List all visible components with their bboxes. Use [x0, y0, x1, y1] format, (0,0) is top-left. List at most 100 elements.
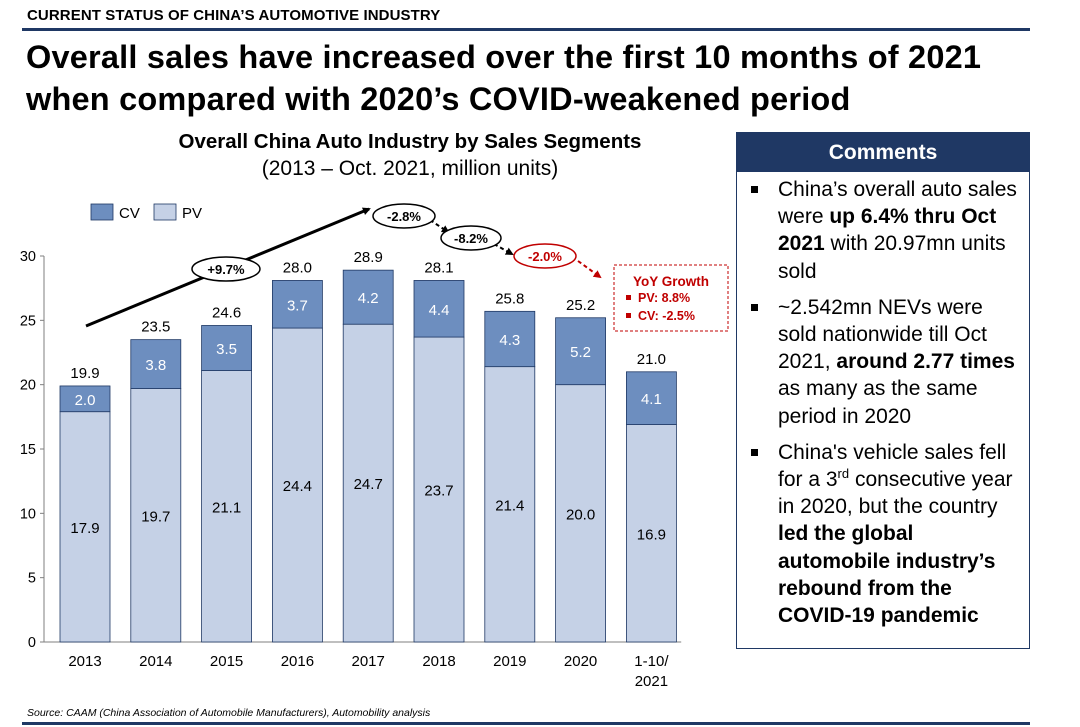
- yoy-bullet: [626, 313, 631, 318]
- yoy-pv-growth: PV: 8.8%: [638, 291, 690, 305]
- comment-emphasis: up 6.4% thru Oct 2021: [778, 205, 997, 256]
- comment-text: consecutive year in 2020, but the countr…: [778, 468, 1013, 519]
- pv-value-label: 17.9: [70, 520, 99, 537]
- yoy-cv-growth: CV: -2.5%: [638, 309, 695, 323]
- total-value-label: 24.6: [212, 304, 241, 321]
- pv-value-label: 20.0: [566, 506, 595, 523]
- chart-subtitle: (2013 – Oct. 2021, million units): [261, 157, 559, 180]
- y-tick-label: 0: [28, 635, 36, 651]
- pv-value-label: 24.4: [283, 478, 312, 495]
- comment-text: with 20.97mn units sold: [778, 232, 1006, 283]
- x-tick-label: 2015: [210, 653, 243, 670]
- pv-bar: [201, 370, 253, 643]
- page-headline: Overall sales have increased over the fi…: [26, 36, 1036, 120]
- cv-bar: [555, 317, 606, 386]
- legend-swatch-pv: [153, 203, 177, 221]
- yoy-bullet: [626, 295, 631, 300]
- cv-bar: [413, 280, 465, 338]
- cv-value-label: 3.5: [216, 341, 237, 358]
- cv-bar: [342, 269, 394, 325]
- comment-item: China's vehicle sales fell for a 3rd con…: [737, 439, 1029, 629]
- comments-list: China’s overall auto sales were up 6.4% …: [737, 172, 1029, 629]
- total-value-label: 25.2: [566, 297, 595, 314]
- x-tick-label: 2018: [422, 653, 455, 670]
- total-value-label: 28.0: [283, 259, 312, 276]
- x-tick-label: 2013: [68, 653, 101, 670]
- comment-text: China's vehicle sales fell for a 3: [778, 440, 1007, 492]
- headline-line-1: Overall sales have increased over the fi…: [26, 39, 982, 75]
- growth-label: -2.8%: [387, 209, 421, 224]
- pv-value-label: 19.7: [141, 508, 170, 525]
- source-note: Source: CAAM (China Association of Autom…: [27, 707, 431, 719]
- legend-label-cv: CV: [119, 205, 140, 222]
- pv-value-label: 21.1: [212, 499, 241, 516]
- top-divider: [22, 28, 1030, 31]
- x-tick-label: 2017: [352, 653, 385, 670]
- growth-ellipse: [513, 243, 577, 269]
- pv-bar: [130, 388, 182, 643]
- x-tick-label: 2021: [635, 673, 668, 690]
- sales-segments-chart: 0 5 10 15 20 25 30 17.9 2.0 19.9 2013 19.7 3.8 23.5 20…: [20, 203, 729, 690]
- growth-ellipse: [191, 256, 261, 282]
- x-tick-label: 1-10/: [634, 653, 669, 670]
- comment-text: ~2.542mn NEVs were sold nationwide till …: [778, 295, 987, 374]
- growth-label: +9.7%: [207, 262, 245, 277]
- pv-bar: [555, 384, 606, 643]
- pv-value-label: 16.9: [637, 526, 666, 543]
- cv-value-label: 5.2: [570, 344, 591, 361]
- headline-line-2: when compared with 2020’s COVID-weakened…: [26, 81, 851, 117]
- decline-arrow-2019: [493, 243, 514, 255]
- cv-bar: [484, 310, 536, 368]
- pv-value-label: 24.7: [354, 476, 383, 493]
- comments-panel: Comments China’s overall auto sales were…: [736, 132, 1030, 649]
- cv-value-label: 3.8: [145, 357, 166, 374]
- cv-value-label: 2.0: [75, 392, 96, 409]
- total-value-label: 19.9: [70, 365, 99, 382]
- cv-bar: [59, 385, 111, 413]
- pv-bar: [59, 411, 111, 643]
- pv-bar: [342, 323, 394, 643]
- decline-arrow-2018: [429, 219, 450, 234]
- comment-emphasis: led the global automobile industry’s reb…: [778, 522, 996, 628]
- decline-arrow-2021: [577, 260, 602, 279]
- y-tick-label: 25: [20, 313, 36, 329]
- cv-value-label: 4.2: [358, 290, 379, 307]
- growth-ellipse: [372, 203, 436, 229]
- cv-value-label: 4.3: [499, 332, 520, 349]
- growth-ellipse: [440, 225, 502, 251]
- pv-bar: [626, 424, 677, 643]
- bottom-divider: [22, 722, 1030, 725]
- x-tick-label: 2016: [281, 653, 314, 670]
- comment-text: as many as the same period in 2020: [778, 377, 978, 428]
- total-value-label: 25.8: [495, 290, 524, 307]
- cv-bar: [130, 339, 182, 389]
- pv-value-label: 23.7: [424, 483, 453, 500]
- pv-value-label: 21.4: [495, 497, 524, 514]
- comment-text: China’s overall auto sales were: [778, 178, 1017, 229]
- section-label: CURRENT STATUS OF CHINA’S AUTOMOTIVE IND…: [27, 7, 441, 24]
- yoy-growth-title: YoY Growth: [633, 274, 709, 289]
- cv-value-label: 4.1: [641, 391, 662, 408]
- x-tick-label: 2014: [139, 653, 172, 670]
- cv-bar: [271, 280, 323, 329]
- cv-value-label: 3.7: [287, 297, 308, 314]
- comment-item: China’s overall auto sales were up 6.4% …: [737, 176, 1029, 285]
- y-tick-label: 5: [28, 571, 36, 587]
- pv-bar: [484, 366, 536, 643]
- yoy-growth-box: [613, 264, 729, 332]
- y-tick-label: 30: [20, 249, 36, 265]
- comment-text: rd: [837, 466, 850, 482]
- comment-item: ~2.542mn NEVs were sold nationwide till …: [737, 294, 1029, 430]
- legend-label-pv: PV: [182, 205, 202, 222]
- total-value-label: 28.1: [424, 259, 453, 276]
- comments-title: Comments: [737, 133, 1029, 172]
- y-tick-label: 20: [20, 378, 36, 394]
- y-tick-label: 10: [20, 506, 36, 522]
- growth-label: -2.0%: [528, 249, 562, 264]
- total-value-label: 23.5: [141, 319, 170, 336]
- legend-swatch-cv: [90, 203, 114, 221]
- chart-title: Overall China Auto Industry by Sales Seg…: [178, 130, 642, 153]
- cv-value-label: 4.4: [429, 302, 450, 319]
- cv-bar: [201, 325, 253, 371]
- total-value-label: 21.0: [637, 351, 666, 368]
